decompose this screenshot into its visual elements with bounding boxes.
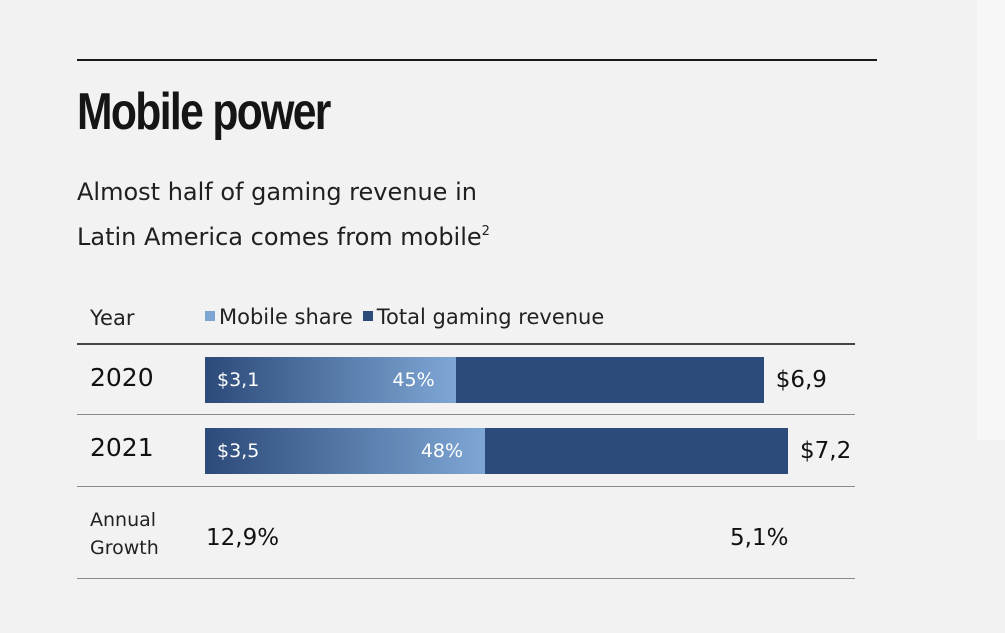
year-label-2020: 2020: [90, 363, 154, 392]
legend-label-mobile: Mobile share: [219, 305, 353, 329]
bar-total-2020: $3,1 45%: [205, 357, 764, 403]
legend: Mobile share Total gaming revenue: [205, 305, 604, 329]
legend-label-total: Total gaming revenue: [376, 305, 605, 329]
total-value-label-2021: $7,2: [800, 438, 852, 464]
row-divider-2: [77, 486, 855, 487]
subtitle-line-1: Almost half of gaming revenue in: [77, 178, 477, 206]
year-label-2021: 2021: [90, 433, 154, 462]
legend-swatch-total: [362, 311, 373, 321]
year-column-header: Year: [90, 306, 135, 330]
subtitle-line-2: Latin America comes from mobile: [77, 223, 482, 251]
bar-mobile-2021: [205, 428, 485, 474]
bar-mobile-2020: [205, 357, 457, 403]
total-value-label-2020: $6,9: [775, 367, 827, 393]
legend-swatch-mobile: [205, 311, 215, 321]
top-rule: [77, 59, 877, 61]
footnote-marker: 2: [481, 224, 490, 239]
chart-subtitle: Almost half of gaming revenue in Latin A…: [77, 172, 637, 257]
mobile-value-label-2021: $3,5: [217, 440, 260, 462]
mobile-value-label-2020: $3,1: [217, 369, 260, 391]
background-edge: [977, 0, 1005, 440]
header-rule: [77, 343, 855, 345]
mobile-growth-value: 12,9%: [206, 525, 280, 551]
growth-label-line-2: Growth: [90, 537, 159, 559]
growth-label-line-1: Annual: [90, 509, 157, 531]
bar-total-2021: $3,5 48%: [205, 428, 788, 474]
row-divider-1: [77, 414, 855, 415]
bottom-rule: [77, 578, 855, 579]
chart-title: Mobile power: [77, 83, 331, 141]
total-growth-value: 5,1%: [730, 525, 789, 551]
mobile-percent-label-2021: 48%: [420, 440, 464, 462]
mobile-percent-label-2020: 45%: [392, 369, 435, 391]
annual-growth-label: Annual Growth: [90, 506, 190, 562]
